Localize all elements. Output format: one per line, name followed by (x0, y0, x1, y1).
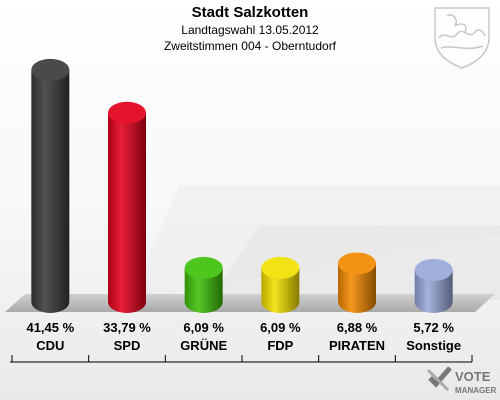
category-label: CDU (36, 338, 64, 353)
watermark-line1: VOTE (455, 369, 491, 384)
bar-spd (108, 101, 146, 313)
value-label: 6,09 % (260, 320, 301, 335)
bar-top (414, 258, 453, 281)
category-label: PIRATEN (329, 338, 385, 353)
bars-group (31, 58, 453, 313)
chart-title: Stadt Salzkotten (192, 4, 309, 21)
bar-body (338, 263, 376, 313)
watermark-line2: MANAGER (455, 386, 497, 395)
value-label: 6,88 % (337, 320, 378, 335)
category-label: Sonstige (406, 338, 461, 353)
value-label: 6,09 % (183, 320, 224, 335)
chart-subtitle-district: Zweitstimmen 004 - Oberntudorf (164, 39, 337, 53)
value-label: 33,79 % (103, 320, 151, 335)
category-label: SPD (114, 338, 141, 353)
category-label: GRÜNE (180, 338, 227, 353)
vote-check-icon (426, 366, 452, 392)
coat-of-arms-icon (434, 7, 490, 69)
bar-body (184, 267, 223, 313)
bar-top (108, 101, 146, 124)
bar-top (184, 256, 223, 279)
chart-subtitle-date: Landtagswahl 13.05.2012 (181, 23, 319, 37)
bar-fdp (261, 256, 300, 313)
category-label: FDP (267, 338, 293, 353)
category-ticks-group (11, 355, 473, 362)
value-label: 5,72 % (413, 320, 454, 335)
bar-top (261, 256, 300, 279)
bar-body (31, 69, 70, 313)
bar-body (414, 269, 453, 313)
value-label: 41,45 % (26, 320, 74, 335)
bar-gr-ne (184, 256, 223, 313)
bar-top (31, 58, 70, 81)
bar-body (108, 112, 146, 313)
bar-sonstige (414, 258, 453, 313)
bar-piraten (338, 252, 376, 313)
value-labels-group: 41,45 % 33,79 % 6,09 % 6,09 % 6,88 % 5,72 % (26, 320, 454, 335)
bar-cdu (31, 58, 70, 313)
vote-manager-logo: VOTE MANAGER (426, 366, 497, 395)
bar-top (338, 252, 376, 275)
bar-body (261, 267, 300, 313)
category-labels-group: CDU SPD GRÜNE FDP PIRATEN Sonstige (36, 338, 461, 353)
